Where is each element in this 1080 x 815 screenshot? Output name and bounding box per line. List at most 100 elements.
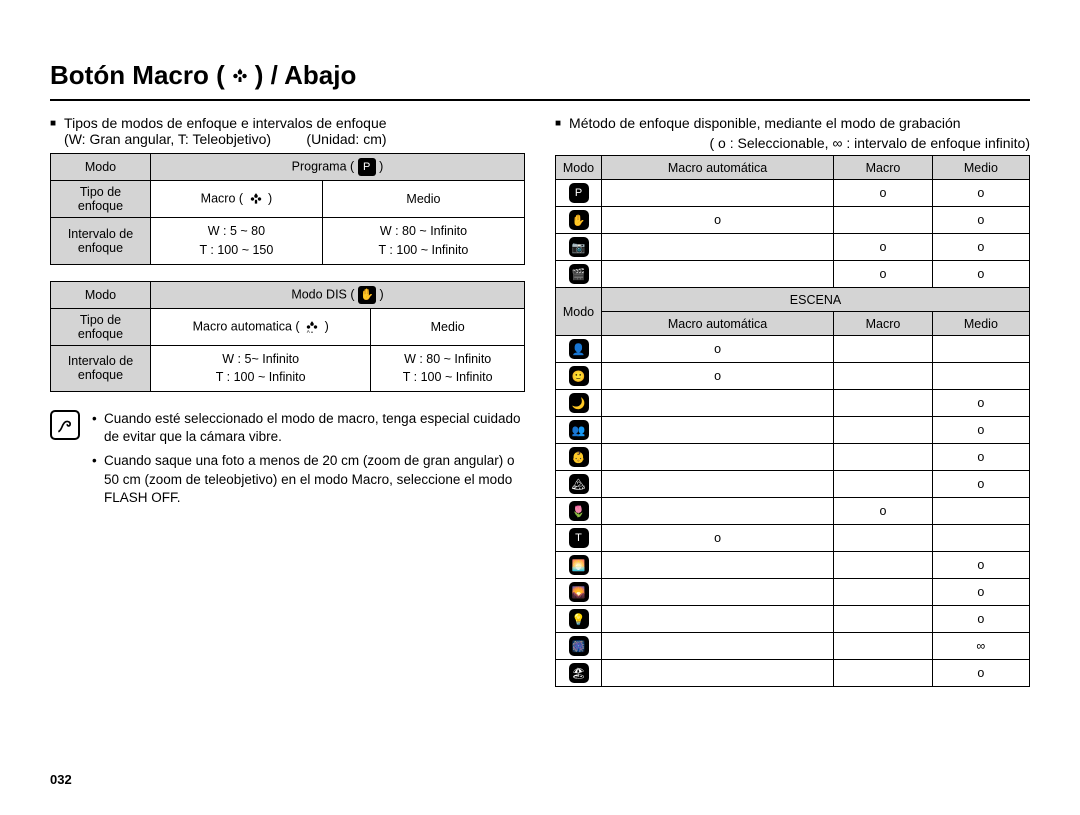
table-row: 👶o [556,444,1030,471]
avail-cell: o [932,261,1029,288]
table-row: 🌷o [556,498,1030,525]
avail-cell [932,363,1029,390]
mode-cell: 👶 [556,444,602,471]
avail-cell [834,207,933,234]
left-heading: ■ Tipos de modos de enfoque e intervalos… [50,115,525,147]
range-auto: W : 5~ Infinito T : 100 ~ Infinito [151,345,371,392]
modo-label: Modo [51,281,151,308]
modo-label: Modo [51,154,151,181]
scene-mode-icon: 👤 [569,339,589,359]
avail-cell [602,471,834,498]
table-row: To [556,525,1030,552]
avail-cell [602,552,834,579]
table-row: 🌙o [556,390,1030,417]
avail-cell [602,660,834,687]
avail-cell [602,606,834,633]
scene-mode-icon: 🌄 [569,582,589,602]
scene-mode-icon: 👥 [569,420,589,440]
avail-cell: o [932,471,1029,498]
page-number: 032 [50,772,72,787]
avail-cell: o [602,525,834,552]
note-list: Cuando esté seleccionado el modo de macr… [92,410,525,513]
auto-macro-icon: A [303,318,321,336]
avail-cell: o [834,234,933,261]
macro-flower-icon [231,67,249,85]
scene-mode-icon: 🎆 [569,636,589,656]
note-box: Cuando esté seleccionado el modo de macr… [50,410,525,513]
right-heading-text: Método de enfoque disponible, mediante e… [569,115,961,133]
scene-mode-icon: 🏖 [569,663,589,683]
avail-cell [834,444,933,471]
avail-cell: o [602,207,834,234]
bullet-icon: ■ [50,115,56,147]
avail-cell: o [932,606,1029,633]
mode-cell: P [556,180,602,207]
legend: ( o : Seleccionable, ∞ : intervalo de en… [555,135,1030,151]
avail-cell [932,498,1029,525]
availability-table: Modo Macro automática Macro Medio Poo✋oo… [555,155,1030,687]
avail-cell [834,471,933,498]
avail-cell [602,498,834,525]
mode-cell: 👤 [556,336,602,363]
avail-cell [834,417,933,444]
avail-cell [602,261,834,288]
mode-cell: 🙂 [556,363,602,390]
avail-cell [602,444,834,471]
avail-cell: o [602,363,834,390]
table-row: 📷oo [556,234,1030,261]
scene-mode-icon: 📷 [569,237,589,257]
avail-cell: o [932,390,1029,417]
mode-cell: 💡 [556,606,602,633]
mode-cell: 🌙 [556,390,602,417]
scene-mode-icon: T [569,528,589,548]
table-row: 🎆∞ [556,633,1030,660]
table-row: 👤o [556,336,1030,363]
table-row: 🙂o [556,363,1030,390]
scene-mode-icon: 🌙 [569,393,589,413]
escena-header: ESCENA [602,288,1030,312]
avail-cell: ∞ [932,633,1029,660]
avail-cell [834,336,933,363]
avail-cell [602,180,834,207]
bullet-icon: ■ [555,115,561,133]
hdr-macro: Macro [834,312,933,336]
avail-cell: o [932,660,1029,687]
table-row: 💡o [556,606,1030,633]
table-row: 🏔o [556,471,1030,498]
avail-cell [834,363,933,390]
mode-cell: 🌷 [556,498,602,525]
avail-cell: o [932,552,1029,579]
avail-cell [834,390,933,417]
intervalo-label: Intervalo de enfoque [51,218,151,265]
scene-mode-icon: 🌅 [569,555,589,575]
mode-cell: 👥 [556,417,602,444]
avail-cell [834,579,933,606]
note-item: Cuando saque una foto a menos de 20 cm (… [92,452,525,507]
avail-cell [834,633,933,660]
avail-cell: o [932,417,1029,444]
program-mode-icon: P [358,158,376,176]
focus-table-dis: Modo Modo DIS ( ✋ ) Tipo de enfoque Macr… [50,281,525,393]
mode-cell: ✋ [556,207,602,234]
mode-cell: 🏖 [556,660,602,687]
macro-col: Macro ( ) [151,181,323,218]
mode-cell: 📷 [556,234,602,261]
table-row: 🌅o [556,552,1030,579]
left-heading2: (W: Gran angular, T: Teleobjetivo) [64,131,271,147]
hdr-medio: Medio [932,312,1029,336]
page-title: Botón Macro ( ) / Abajo [50,60,1030,101]
tipo-label: Tipo de enfoque [51,308,151,345]
right-column: ■ Método de enfoque disponible, mediante… [555,115,1030,687]
table-row: Poo [556,180,1030,207]
mode-cell: 🌅 [556,552,602,579]
medio-col: Medio [322,181,524,218]
avail-cell: o [932,579,1029,606]
table-row: 🌄o [556,579,1030,606]
avail-cell [602,390,834,417]
hdr-medio: Medio [932,156,1029,180]
mode-cell: 🎆 [556,633,602,660]
scene-mode-icon: 🏔 [569,474,589,494]
svg-text:A: A [307,328,311,333]
avail-cell [834,552,933,579]
medio-col: Medio [371,308,525,345]
